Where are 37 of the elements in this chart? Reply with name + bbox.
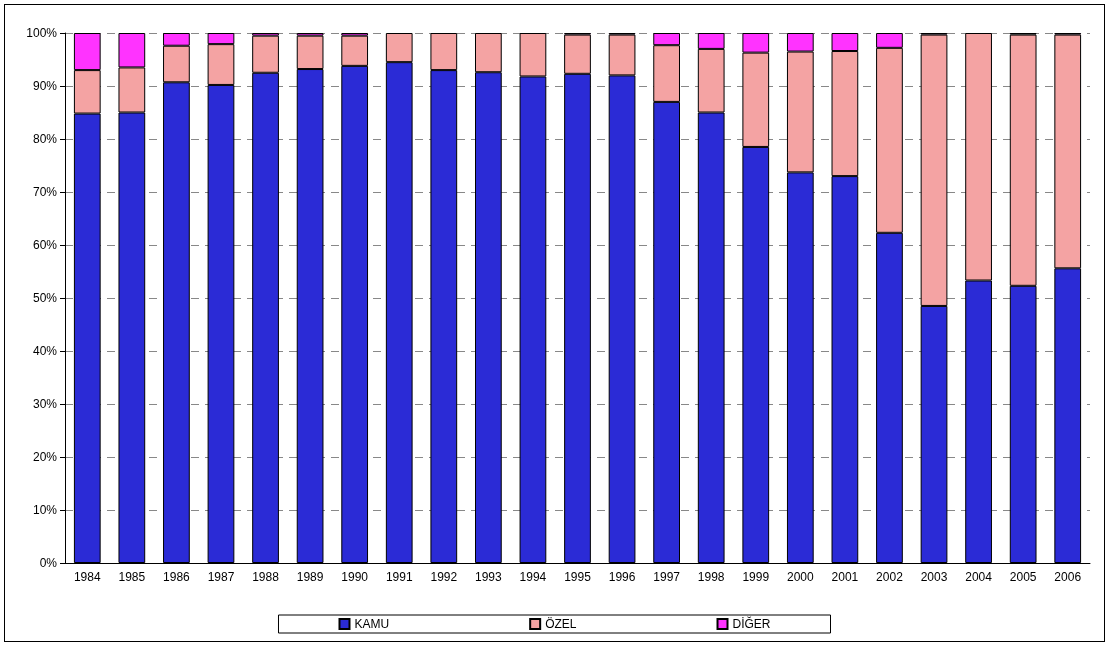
x-tick-label: 1996 — [608, 570, 636, 584]
x-tick-label: 1986 — [163, 570, 191, 584]
legend-label: KAMU — [354, 617, 390, 631]
x-tick-label: 1999 — [742, 570, 770, 584]
x-tick-label: 2004 — [965, 570, 993, 584]
x-tick-label: 1993 — [475, 570, 503, 584]
x-tick-label: 1989 — [296, 570, 324, 584]
y-tick-label: 50% — [32, 291, 58, 305]
y-tick-label: 0% — [39, 556, 58, 570]
x-tick-label: 1985 — [118, 570, 146, 584]
x-tick-label: 2006 — [1054, 570, 1082, 584]
x-tick-label: 1998 — [697, 570, 725, 584]
x-tick-label: 2001 — [831, 570, 859, 584]
x-tick-label: 1992 — [430, 570, 458, 584]
y-tick-label: 80% — [32, 132, 58, 146]
y-tick-label: 70% — [32, 185, 58, 199]
x-tick-label: 1991 — [385, 570, 413, 584]
x-tick-label: 1995 — [564, 570, 592, 584]
x-tick-label: 2003 — [920, 570, 948, 584]
x-tick-label: 1984 — [73, 570, 101, 584]
y-tick-label: 60% — [32, 238, 58, 252]
x-tick-label: 1990 — [341, 570, 369, 584]
x-tick-label: 2002 — [876, 570, 904, 584]
y-tick-label: 100% — [26, 26, 58, 40]
x-tick-label: 2005 — [1009, 570, 1037, 584]
y-tick-label: 10% — [32, 503, 58, 517]
x-tick-label: 1997 — [653, 570, 681, 584]
x-tick-label: 1988 — [252, 570, 280, 584]
x-tick-label: 1994 — [519, 570, 547, 584]
x-tick-label: 1987 — [207, 570, 235, 584]
legend-label: ÖZEL — [545, 617, 577, 631]
y-tick-label: 40% — [32, 344, 58, 358]
y-tick-label: 30% — [32, 397, 58, 411]
y-tick-label: 90% — [32, 79, 58, 93]
x-tick-label: 2000 — [786, 570, 814, 584]
legend-label: DİĞER — [732, 616, 771, 631]
y-tick-label: 20% — [32, 450, 58, 464]
